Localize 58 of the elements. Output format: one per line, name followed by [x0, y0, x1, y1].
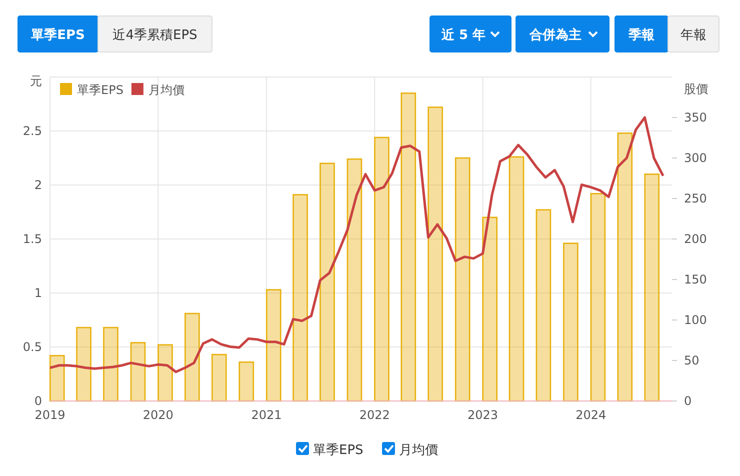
legend-label: 月均價: [148, 83, 184, 97]
legend-checkbox: 單季EPS: [296, 442, 364, 458]
button: 近4季累積EPS: [98, 16, 212, 52]
button: 年報: [668, 16, 720, 52]
y2-tick-label: 50: [684, 354, 700, 368]
x-tick-label: 2022: [359, 408, 390, 422]
bar: [374, 136, 390, 402]
bar: [211, 354, 227, 402]
bar: [320, 162, 335, 402]
x-tick-label: 2021: [251, 408, 282, 422]
bar: [590, 192, 606, 402]
legend-checkbox: 月均價: [382, 442, 438, 458]
y-tick-label: 0.5: [22, 340, 42, 354]
x-tick-label: 2020: [142, 408, 174, 422]
bar: [346, 158, 362, 402]
bar: [158, 344, 173, 402]
y2-tick-label: 200: [684, 232, 707, 246]
legend: 月均價: [131, 83, 184, 97]
bar: [49, 354, 65, 402]
y2-tick-label: 100: [684, 313, 707, 327]
line-series: [48, 116, 664, 374]
y2-tick-label: 150: [684, 272, 707, 286]
y-tick-label: 2.5: [22, 124, 42, 138]
bar: [536, 209, 552, 402]
y-tick-label: 2: [34, 178, 42, 192]
bar: [184, 312, 200, 402]
y2-tick-label: 0: [684, 394, 692, 408]
y2-axis-title: 股價: [684, 82, 708, 96]
y-tick-label: 1: [34, 286, 42, 300]
bar: [76, 326, 92, 402]
y2-tick-label: 300: [684, 151, 707, 165]
x-tick-label: 2024: [576, 408, 606, 422]
y-axis-title: 元: [30, 74, 42, 88]
bar: [428, 106, 443, 402]
bar: [292, 194, 308, 402]
bar: [482, 216, 498, 402]
bar: [130, 342, 146, 402]
x-tick-label: 2019: [34, 408, 66, 422]
bar: [238, 361, 254, 402]
bar: [644, 174, 660, 402]
bar: [508, 156, 524, 402]
bar: [563, 242, 578, 402]
y-tick-label: 0: [34, 394, 42, 408]
bar: [454, 157, 470, 402]
legend: 單季EPS: [60, 83, 124, 97]
x-tick-label: 2023: [467, 408, 498, 422]
bar: [266, 289, 282, 402]
button: 近 5 年: [430, 16, 512, 52]
button: 單季EPS: [18, 16, 98, 52]
button: 季報: [614, 16, 668, 52]
button: 合併為主: [516, 16, 610, 52]
y2-tick-label: 250: [684, 192, 707, 206]
bar: [400, 92, 416, 402]
legend-label: 單季EPS: [77, 83, 124, 97]
bar: [617, 132, 633, 402]
bar: [103, 326, 118, 402]
y2-tick-label: 350: [684, 110, 707, 124]
y-tick-label: 1.5: [22, 232, 42, 246]
